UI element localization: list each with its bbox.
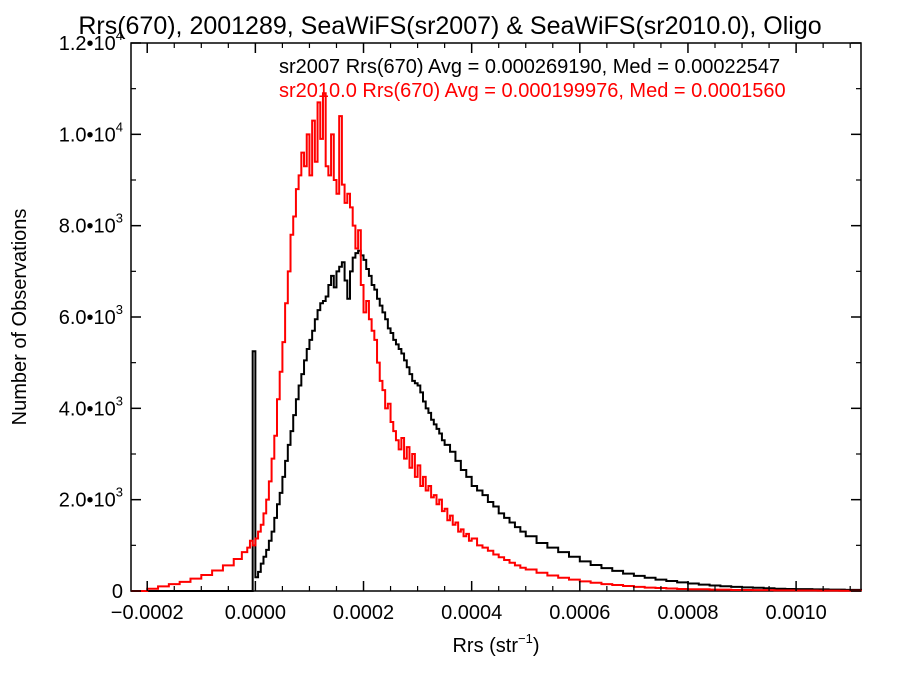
y-tick-label-base: 1.2•10 bbox=[59, 33, 116, 55]
y-tick-label-exponent: 4 bbox=[116, 119, 123, 134]
plot-frame bbox=[130, 42, 862, 592]
y-tick-label: 1.0•104 bbox=[59, 119, 123, 146]
annotation-0: sr2007 Rrs(670) Avg = 0.000269190, Med =… bbox=[279, 56, 780, 78]
y-tick-label: 0 bbox=[112, 581, 123, 603]
x-axis-label: Rrs (str−1) bbox=[452, 631, 539, 657]
x-tick-label: 0.0000 bbox=[225, 602, 286, 624]
y-tick-label-base: 2.0•10 bbox=[59, 490, 116, 512]
series-0-histogram bbox=[131, 249, 862, 592]
y-tick-label-exponent: 3 bbox=[116, 302, 123, 317]
y-tick-label-base: 8.0•10 bbox=[59, 216, 116, 238]
x-axis-label-base: Rrs (str bbox=[452, 635, 518, 657]
y-tick-label: 1.2•104 bbox=[59, 28, 123, 55]
y-tick-label: 2.0•103 bbox=[59, 485, 123, 512]
y-tick-label-exponent: 4 bbox=[116, 28, 123, 43]
y-tick-label-exponent: 3 bbox=[116, 485, 123, 500]
y-tick-label-exponent: 3 bbox=[116, 393, 123, 408]
y-tick-label-base: 1.0•10 bbox=[59, 124, 116, 146]
y-tick-label-exponent: 3 bbox=[116, 211, 123, 226]
series-1-histogram bbox=[131, 92, 862, 592]
x-axis-label-sup: −1 bbox=[518, 631, 533, 646]
x-tick-label: −0.0002 bbox=[111, 602, 184, 624]
annotation-1: sr2010.0 Rrs(670) Avg = 0.000199976, Med… bbox=[279, 80, 786, 102]
y-tick-label-base: 4.0•10 bbox=[59, 398, 116, 420]
y-tick-label: 4.0•103 bbox=[59, 393, 123, 420]
y-axis-label: Number of Observations bbox=[9, 209, 31, 426]
x-tick-label: 0.0006 bbox=[549, 602, 610, 624]
chart-title: Rrs(670), 2001289, SeaWiFS(sr2007) & Sea… bbox=[78, 12, 821, 40]
y-tick-label-base: 6.0•10 bbox=[59, 307, 116, 329]
x-tick-label: 0.0010 bbox=[766, 602, 827, 624]
y-tick-label-base: 0 bbox=[112, 581, 123, 603]
x-tick-label: 0.0002 bbox=[333, 602, 394, 624]
y-tick-label: 8.0•103 bbox=[59, 211, 123, 238]
y-tick-label: 6.0•103 bbox=[59, 302, 123, 329]
x-axis-label-tail: ) bbox=[533, 635, 540, 657]
x-tick-label: 0.0004 bbox=[441, 602, 502, 624]
x-tick-label: 0.0008 bbox=[657, 602, 718, 624]
